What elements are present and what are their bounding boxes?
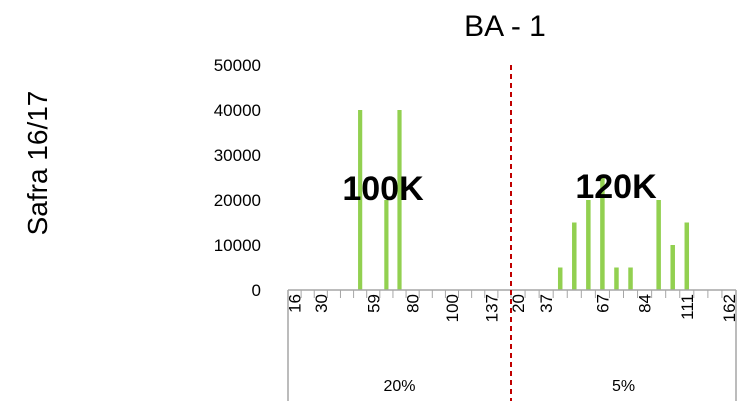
bar — [358, 110, 363, 290]
x-tick-label: 111 — [678, 294, 697, 320]
bar — [384, 200, 389, 290]
x-tick-label: 84 — [636, 294, 655, 313]
y-tick-label: 0 — [252, 281, 261, 300]
x-tick-label: 100 — [443, 294, 462, 322]
bar — [628, 267, 633, 290]
group-label: 5% — [612, 378, 635, 395]
bar — [600, 177, 605, 290]
bar — [586, 200, 591, 290]
y-axis-label: Safra 16/17 — [22, 91, 53, 236]
x-tick-label: 137 — [482, 294, 501, 322]
y-tick-label: 50000 — [214, 56, 261, 75]
bar — [614, 267, 619, 290]
category-groups: 20% 5% — [383, 378, 635, 395]
x-tick-label: 16 — [286, 294, 305, 313]
y-tick-label: 40000 — [214, 101, 261, 120]
x-tick-label: 37 — [537, 294, 556, 313]
y-tick-label: 10000 — [214, 236, 261, 255]
x-tick-label: 30 — [312, 294, 331, 313]
x-axis-tick-labels: 16 30 59 80 100 137 20 37 67 84 111 162 — [286, 294, 739, 322]
x-tick-label: 20 — [509, 294, 528, 313]
y-axis-ticks: 0 10000 20000 30000 40000 50000 — [214, 56, 261, 300]
bars — [358, 110, 690, 290]
y-tick-label: 20000 — [214, 191, 261, 210]
y-tick-label: 30000 — [214, 146, 261, 165]
bar — [557, 267, 563, 290]
bar — [572, 222, 577, 290]
bar — [397, 110, 402, 290]
bar — [670, 245, 675, 290]
group-annotation: 100K — [342, 170, 424, 208]
group-label: 20% — [383, 378, 415, 395]
x-tick-label: 59 — [364, 294, 383, 313]
x-tick-label: 162 — [720, 294, 739, 322]
bar — [656, 200, 661, 290]
group-annotation: 120K — [575, 168, 657, 206]
x-tick-label: 80 — [404, 294, 423, 313]
x-axis — [287, 65, 737, 401]
annotations: 100K 120K — [342, 168, 657, 208]
bar — [684, 222, 690, 290]
x-tick-label: 67 — [593, 294, 612, 313]
chart-title: BA - 1 — [464, 10, 546, 43]
